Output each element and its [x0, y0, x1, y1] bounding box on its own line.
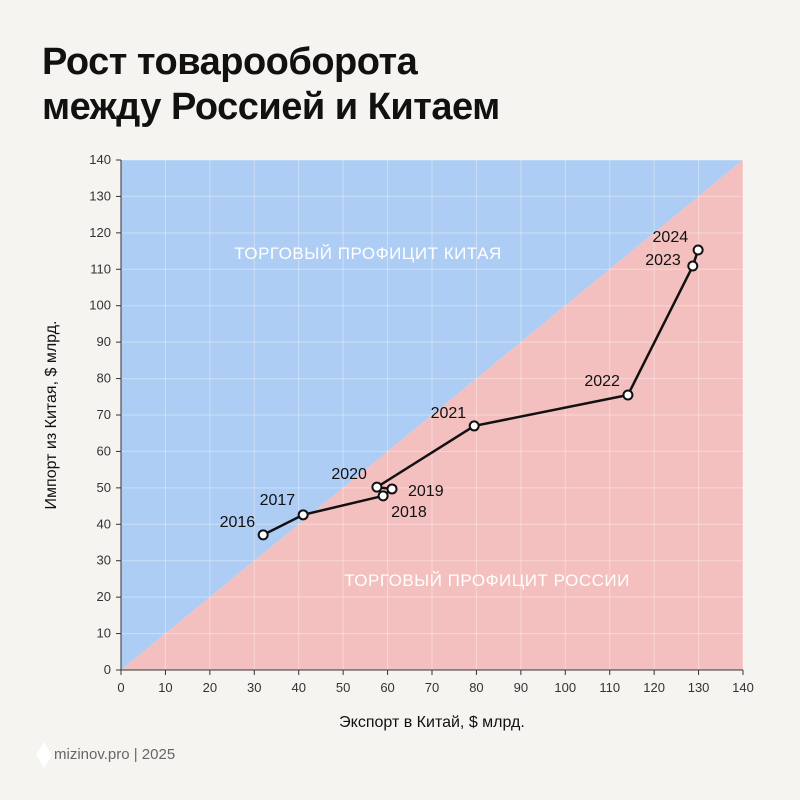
- data-label: 2019: [408, 483, 444, 500]
- footer-credit: mizinov.pro | 2025: [54, 746, 176, 763]
- x-tick-label: 80: [469, 680, 483, 695]
- y-tick-label: 80: [97, 371, 111, 386]
- x-tick-label: 0: [117, 680, 124, 695]
- data-label: 2020: [331, 466, 367, 483]
- region-label: ТОРГОВЫЙ ПРОФИЦИТ КИТАЯ: [234, 244, 502, 263]
- y-tick-label: 100: [89, 298, 111, 313]
- data-point: [622, 389, 634, 401]
- data-label: 2021: [431, 405, 467, 422]
- x-tick-label: 110: [599, 680, 620, 695]
- x-tick-label: 120: [643, 680, 665, 695]
- data-point: [468, 420, 480, 432]
- x-tick-label: 140: [732, 680, 754, 695]
- y-tick-label: 140: [89, 152, 111, 167]
- data-label: 2024: [653, 229, 689, 246]
- data-label: 2022: [584, 373, 620, 390]
- y-tick-label: 10: [97, 626, 111, 641]
- x-tick-label: 70: [425, 680, 439, 695]
- data-point: [692, 244, 704, 256]
- y-tick-label: 60: [97, 443, 111, 458]
- x-tick-label: 100: [554, 680, 576, 695]
- data-label: 2018: [391, 504, 427, 521]
- y-tick-label: 20: [97, 589, 111, 604]
- data-label: 2017: [260, 492, 296, 509]
- data-label: 2016: [220, 514, 256, 531]
- x-tick-label: 90: [514, 680, 528, 695]
- y-tick-label: 30: [97, 553, 111, 568]
- x-tick-label: 40: [291, 680, 305, 695]
- x-axis-label: Экспорт в Китай, $ млрд.: [339, 714, 525, 731]
- data-point: [371, 481, 383, 493]
- region-russia-surplus: [121, 160, 743, 670]
- y-tick-label: 0: [104, 662, 111, 677]
- y-tick-label: 50: [97, 480, 111, 495]
- y-tick-label: 90: [97, 334, 111, 349]
- data-point: [687, 260, 699, 272]
- x-tick-label: 30: [247, 680, 261, 695]
- region-label: ТОРГОВЫЙ ПРОФИЦИТ РОССИИ: [344, 571, 630, 590]
- y-axis-label: Импорт из Китая, $ млрд.: [43, 321, 60, 510]
- logo-icon: [36, 742, 52, 768]
- y-tick-label: 40: [97, 516, 111, 531]
- y-tick-label: 70: [97, 407, 111, 422]
- x-tick-label: 60: [380, 680, 394, 695]
- x-tick-label: 20: [203, 680, 217, 695]
- data-point: [386, 483, 398, 495]
- page-title: Рост товарооборота между Россией и Китаем: [42, 41, 500, 128]
- data-point: [377, 490, 389, 502]
- y-tick-label: 120: [89, 225, 111, 240]
- x-tick-label: 50: [336, 680, 350, 695]
- data-point: [257, 529, 269, 541]
- x-tick-label: 10: [158, 680, 172, 695]
- data-point: [297, 509, 309, 521]
- y-tick-label: 110: [90, 261, 111, 276]
- data-label: 2023: [645, 252, 681, 269]
- x-tick-label: 130: [688, 680, 710, 695]
- y-tick-label: 130: [89, 188, 111, 203]
